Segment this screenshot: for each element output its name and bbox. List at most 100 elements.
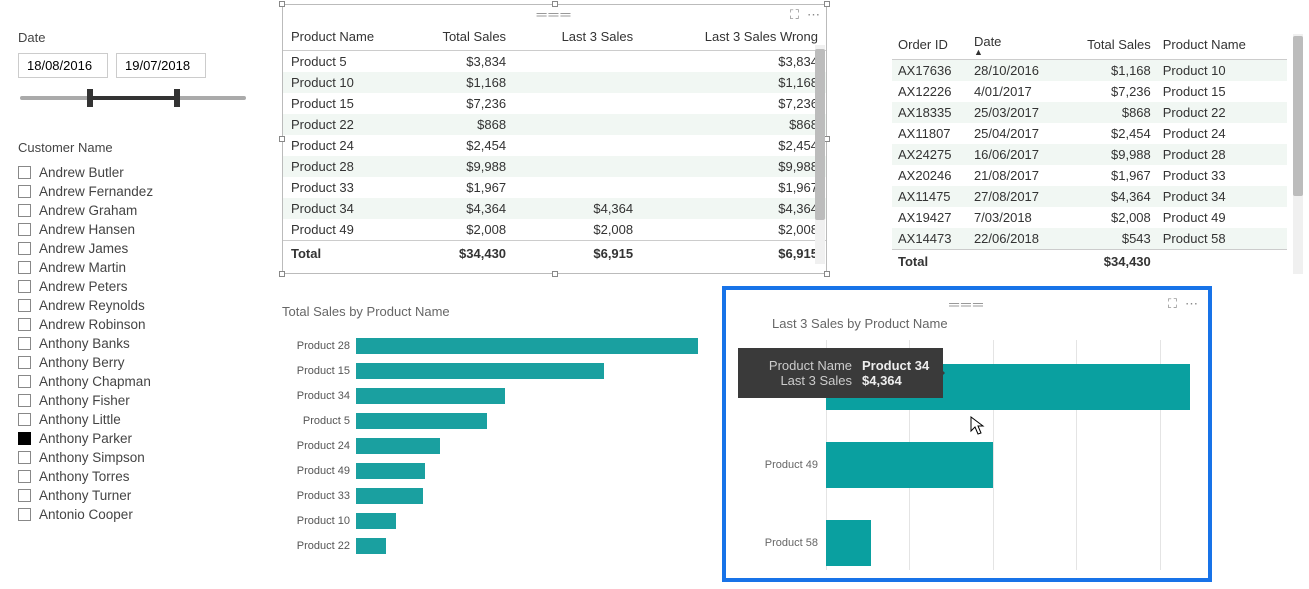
column-header[interactable]: Last 3 Sales Wrong bbox=[641, 23, 826, 51]
bar[interactable]: Product 58 bbox=[826, 514, 1190, 572]
checkbox-icon[interactable] bbox=[18, 489, 31, 502]
slider-thumb-left[interactable] bbox=[87, 89, 93, 107]
checkbox-icon[interactable] bbox=[18, 204, 31, 217]
customer-checkbox-item[interactable]: Andrew Hansen bbox=[18, 220, 248, 239]
bar[interactable]: Product 5 bbox=[282, 410, 698, 432]
customer-checkbox-item[interactable]: Andrew Robinson bbox=[18, 315, 248, 334]
customer-name: Andrew Peters bbox=[39, 279, 128, 294]
bar[interactable]: Product 49 bbox=[826, 436, 1190, 494]
customer-checkbox-item[interactable]: Anthony Chapman bbox=[18, 372, 248, 391]
date-slicer-label: Date bbox=[18, 30, 248, 45]
drag-handle-icon[interactable]: ═══ bbox=[949, 296, 985, 312]
column-header[interactable]: Product Name bbox=[283, 23, 410, 51]
checkbox-icon[interactable] bbox=[18, 318, 31, 331]
customer-checkbox-item[interactable]: Andrew Butler bbox=[18, 163, 248, 182]
table-row[interactable]: AX194277/03/2018$2,008Product 49 bbox=[892, 207, 1287, 228]
table-row[interactable]: AX2024621/08/2017$1,967Product 33 bbox=[892, 165, 1287, 186]
checkbox-icon[interactable] bbox=[18, 375, 31, 388]
customer-checkbox-item[interactable]: Anthony Fisher bbox=[18, 391, 248, 410]
bar[interactable]: Product 10 bbox=[282, 510, 698, 532]
customer-checkbox-item[interactable]: Andrew Fernandez bbox=[18, 182, 248, 201]
table-row[interactable]: AX1180725/04/2017$2,454Product 24 bbox=[892, 123, 1287, 144]
table-row[interactable]: AX1833525/03/2017$868Product 22 bbox=[892, 102, 1287, 123]
table-row[interactable]: Product 49$2,008$2,008$2,008 bbox=[283, 219, 826, 241]
bar-label: Product 49 bbox=[282, 465, 356, 477]
customer-name: Andrew Hansen bbox=[39, 222, 135, 237]
checkbox-icon[interactable] bbox=[18, 337, 31, 350]
checkbox-icon[interactable] bbox=[18, 356, 31, 369]
checkbox-icon[interactable] bbox=[18, 280, 31, 293]
table-row[interactable]: Product 28$9,988$9,988 bbox=[283, 156, 826, 177]
last3-sales-bar-chart[interactable]: ═══ ⛶ ⋯ Last 3 Sales by Product Name Pro… bbox=[722, 286, 1212, 582]
column-header[interactable]: Order ID bbox=[892, 30, 968, 60]
bar[interactable]: Product 24 bbox=[282, 435, 698, 457]
column-header[interactable]: Last 3 Sales bbox=[514, 23, 641, 51]
checkbox-icon[interactable] bbox=[18, 242, 31, 255]
table-row[interactable]: AX1763628/10/2016$1,168Product 10 bbox=[892, 60, 1287, 82]
table-row[interactable]: Product 34$4,364$4,364$4,364 bbox=[283, 198, 826, 219]
checkbox-icon[interactable] bbox=[18, 413, 31, 426]
customer-checkbox-item[interactable]: Andrew Reynolds bbox=[18, 296, 248, 315]
table-row[interactable]: AX122264/01/2017$7,236Product 15 bbox=[892, 81, 1287, 102]
customer-checkbox-item[interactable]: Anthony Parker bbox=[18, 429, 248, 448]
customer-checkbox-item[interactable]: Antonio Cooper bbox=[18, 505, 248, 524]
table-row[interactable]: AX2427516/06/2017$9,988Product 28 bbox=[892, 144, 1287, 165]
checkbox-icon[interactable] bbox=[18, 223, 31, 236]
product-summary-table[interactable]: Product NameTotal SalesLast 3 SalesLast … bbox=[283, 23, 826, 266]
focus-mode-icon[interactable]: ⛶ bbox=[1168, 296, 1177, 312]
total-sales-bar-chart[interactable]: Total Sales by Product Name Product 28Pr… bbox=[282, 304, 698, 584]
checkbox-icon[interactable] bbox=[18, 508, 31, 521]
date-to-input[interactable] bbox=[116, 53, 206, 78]
date-slider[interactable] bbox=[18, 86, 248, 110]
customer-checkbox-item[interactable]: Andrew Peters bbox=[18, 277, 248, 296]
table-row[interactable]: Product 33$1,967$1,967 bbox=[283, 177, 826, 198]
more-options-icon[interactable]: ⋯ bbox=[1185, 296, 1198, 312]
column-header[interactable]: Product Name bbox=[1157, 30, 1287, 60]
bar[interactable]: Product 33 bbox=[282, 485, 698, 507]
checkbox-icon[interactable] bbox=[18, 470, 31, 483]
customer-checkbox-item[interactable]: Andrew James bbox=[18, 239, 248, 258]
customer-checkbox-item[interactable]: Anthony Berry bbox=[18, 353, 248, 372]
more-options-icon[interactable]: ⋯ bbox=[807, 7, 820, 23]
product-summary-table-visual[interactable]: ═══ ⛶ ⋯ Product NameTotal SalesLast 3 Sa… bbox=[282, 4, 827, 274]
column-header[interactable]: Total Sales bbox=[410, 23, 514, 51]
slider-thumb-right[interactable] bbox=[174, 89, 180, 107]
table-row[interactable]: AX1147527/08/2017$4,364Product 34 bbox=[892, 186, 1287, 207]
focus-mode-icon[interactable]: ⛶ bbox=[790, 7, 799, 23]
bar[interactable]: Product 22 bbox=[282, 535, 698, 557]
column-header[interactable]: Date▲ bbox=[968, 30, 1070, 60]
table-row[interactable]: Product 5$3,834$3,834 bbox=[283, 51, 826, 73]
customer-checkbox-item[interactable]: Anthony Banks bbox=[18, 334, 248, 353]
checkbox-icon[interactable] bbox=[18, 394, 31, 407]
column-header[interactable]: Total Sales bbox=[1070, 30, 1157, 60]
checkbox-icon[interactable] bbox=[18, 451, 31, 464]
drag-handle-icon[interactable]: ═══ bbox=[537, 6, 573, 22]
bar[interactable]: Product 28 bbox=[282, 335, 698, 357]
order-detail-table-visual[interactable]: Order IDDate▲Total SalesProduct Name AX1… bbox=[892, 30, 1287, 273]
checkbox-icon[interactable] bbox=[18, 432, 31, 445]
table-scrollbar[interactable] bbox=[815, 45, 825, 264]
table-row[interactable]: AX1447322/06/2018$543Product 58 bbox=[892, 228, 1287, 250]
date-from-input[interactable] bbox=[18, 53, 108, 78]
table-row[interactable]: Product 22$868$868 bbox=[283, 114, 826, 135]
customer-checkbox-item[interactable]: Anthony Turner bbox=[18, 486, 248, 505]
checkbox-icon[interactable] bbox=[18, 185, 31, 198]
checkbox-icon[interactable] bbox=[18, 261, 31, 274]
checkbox-icon[interactable] bbox=[18, 299, 31, 312]
order-detail-table[interactable]: Order IDDate▲Total SalesProduct Name AX1… bbox=[892, 30, 1287, 273]
table-scrollbar[interactable] bbox=[1293, 34, 1303, 274]
bar[interactable]: Product 49 bbox=[282, 460, 698, 482]
filters-panel: Date Customer Name Andrew ButlerAndrew F… bbox=[18, 30, 248, 524]
chart-tooltip: Product NameProduct 34Last 3 Sales$4,364 bbox=[738, 348, 943, 398]
customer-checkbox-item[interactable]: Anthony Torres bbox=[18, 467, 248, 486]
checkbox-icon[interactable] bbox=[18, 166, 31, 179]
bar[interactable]: Product 15 bbox=[282, 360, 698, 382]
customer-checkbox-item[interactable]: Anthony Little bbox=[18, 410, 248, 429]
table-row[interactable]: Product 15$7,236$7,236 bbox=[283, 93, 826, 114]
table-row[interactable]: Product 10$1,168$1,168 bbox=[283, 72, 826, 93]
bar[interactable]: Product 34 bbox=[282, 385, 698, 407]
customer-checkbox-item[interactable]: Anthony Simpson bbox=[18, 448, 248, 467]
customer-checkbox-item[interactable]: Andrew Martin bbox=[18, 258, 248, 277]
table-row[interactable]: Product 24$2,454$2,454 bbox=[283, 135, 826, 156]
customer-checkbox-item[interactable]: Andrew Graham bbox=[18, 201, 248, 220]
